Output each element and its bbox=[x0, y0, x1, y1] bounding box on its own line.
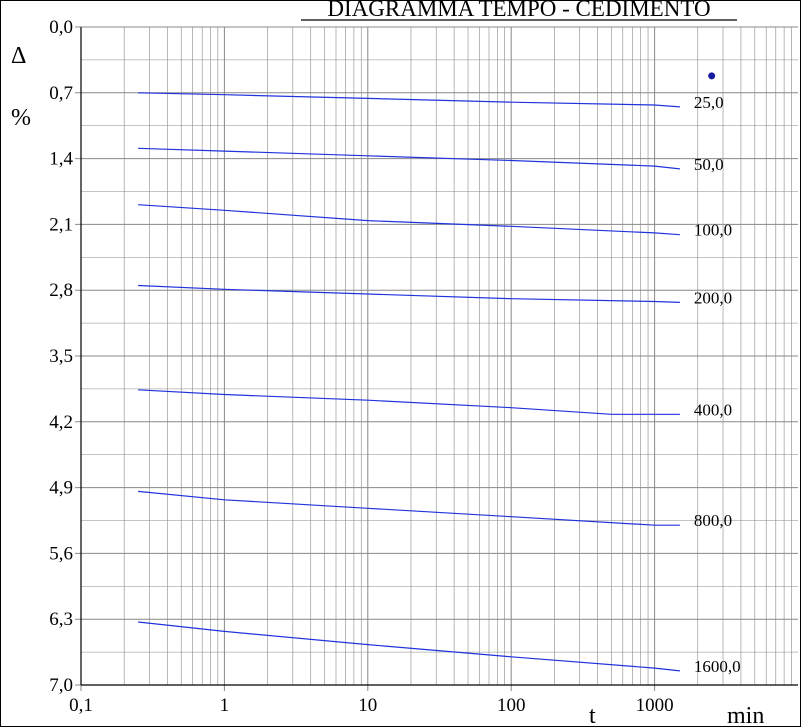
y-tick-label: 3,5 bbox=[49, 346, 73, 367]
x-tick-label: 0,1 bbox=[69, 695, 93, 716]
y-tick-label: 2,1 bbox=[49, 214, 73, 235]
series-label: 800,0 bbox=[694, 511, 732, 530]
series-label: 1600,0 bbox=[694, 657, 741, 676]
series-label: 100,0 bbox=[694, 221, 732, 240]
series-group bbox=[138, 92, 680, 672]
y-tick-label: 0,7 bbox=[49, 83, 73, 104]
y-tick-label: 5,6 bbox=[49, 543, 73, 564]
y-axis-symbol: Δ bbox=[11, 43, 26, 69]
y-tick-label: 2,8 bbox=[49, 280, 73, 301]
data-point-marker bbox=[708, 72, 716, 80]
labels-group: 25,0 50,0 100,0 200,0 400,0 800,0 1600,0 bbox=[694, 93, 741, 676]
series-label: 25,0 bbox=[694, 93, 724, 112]
series-line bbox=[138, 284, 680, 303]
x-tick-label: 100 bbox=[497, 695, 526, 716]
series-label: 50,0 bbox=[694, 155, 724, 174]
y-tick-label: 4,2 bbox=[49, 412, 73, 433]
y-tick-label: 0,0 bbox=[49, 17, 73, 38]
x-axis-unit: min bbox=[727, 703, 764, 726]
series-line bbox=[138, 204, 680, 236]
y-tick-label: 6,3 bbox=[49, 609, 73, 630]
y-tick-label: 4,9 bbox=[49, 478, 73, 499]
chart-title: DIAGRAMMA TEMPO - CEDIMENTO bbox=[327, 1, 710, 21]
series-line bbox=[138, 92, 680, 108]
marker-group bbox=[708, 72, 716, 80]
series-line bbox=[138, 490, 680, 526]
series-line bbox=[138, 389, 680, 415]
x-tick-label: 10 bbox=[358, 695, 377, 716]
x-axis-label: t bbox=[589, 703, 596, 726]
grid: 0,0 0,7 1,4 2,1 2,8 3,5 4,2 4,9 5,6 6,3 7,00,1 1 10 1… bbox=[49, 17, 798, 716]
series-label: 400,0 bbox=[694, 400, 732, 419]
y-tick-label: 7,0 bbox=[49, 675, 73, 696]
y-axis-unit: % bbox=[11, 105, 31, 131]
series-line bbox=[138, 147, 680, 170]
x-tick-label: 1 bbox=[220, 695, 230, 716]
series-line bbox=[138, 621, 680, 672]
series-label: 200,0 bbox=[694, 288, 732, 307]
y-tick-label: 1,4 bbox=[49, 149, 73, 170]
x-tick-label: 1000 bbox=[636, 695, 674, 716]
